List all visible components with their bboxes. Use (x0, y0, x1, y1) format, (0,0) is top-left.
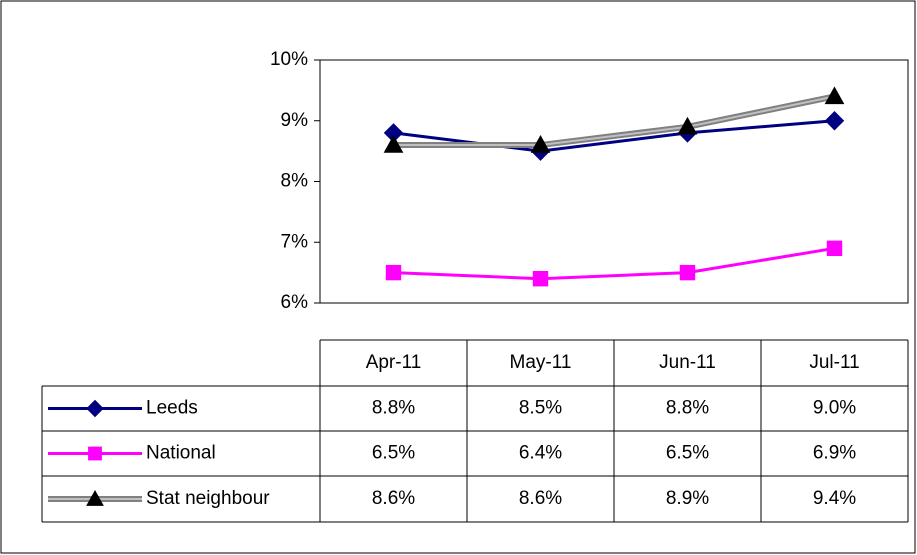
y-tick-label: 8% (281, 171, 309, 192)
x-tick-label: Apr-11 (366, 352, 422, 373)
marker (530, 135, 551, 153)
table-value: 9.4% (813, 488, 856, 509)
series-line (393, 119, 835, 153)
marker (824, 86, 845, 105)
legend-label: Stat neighbour (146, 488, 270, 509)
legend-label: National (146, 443, 216, 464)
table-value: 8.8% (372, 398, 415, 419)
table-value: 6.5% (372, 443, 415, 464)
x-tick-label: May-11 (510, 352, 572, 373)
marker (383, 135, 404, 153)
table-value: 6.5% (666, 443, 709, 464)
y-tick-label: 10% (270, 49, 308, 70)
table-value: 8.8% (666, 398, 709, 419)
series-line-highlight (393, 95, 835, 147)
marker (824, 111, 845, 131)
table-value: 6.9% (813, 443, 856, 464)
y-tick-label: 6% (281, 292, 309, 313)
marker (826, 240, 843, 257)
marker (532, 271, 549, 287)
legend-marker (88, 446, 102, 461)
legend-marker (86, 489, 104, 506)
marker (385, 264, 402, 281)
marker (677, 116, 698, 135)
table-value: 9.0% (813, 398, 856, 419)
table-value: 8.5% (519, 398, 562, 419)
table-value: 6.4% (519, 443, 562, 464)
x-tick-label: Jul-11 (809, 352, 859, 373)
x-tick-label: Jun-11 (659, 352, 716, 373)
table-value: 8.6% (519, 488, 562, 509)
table-value: 8.9% (666, 488, 709, 509)
y-tick-label: 9% (281, 110, 309, 131)
table-value: 8.6% (372, 488, 415, 509)
y-tick-label: 7% (281, 231, 309, 252)
legend-marker (86, 399, 104, 418)
legend-label: Leeds (146, 398, 198, 419)
series-line (393, 246, 835, 281)
marker (679, 264, 696, 281)
